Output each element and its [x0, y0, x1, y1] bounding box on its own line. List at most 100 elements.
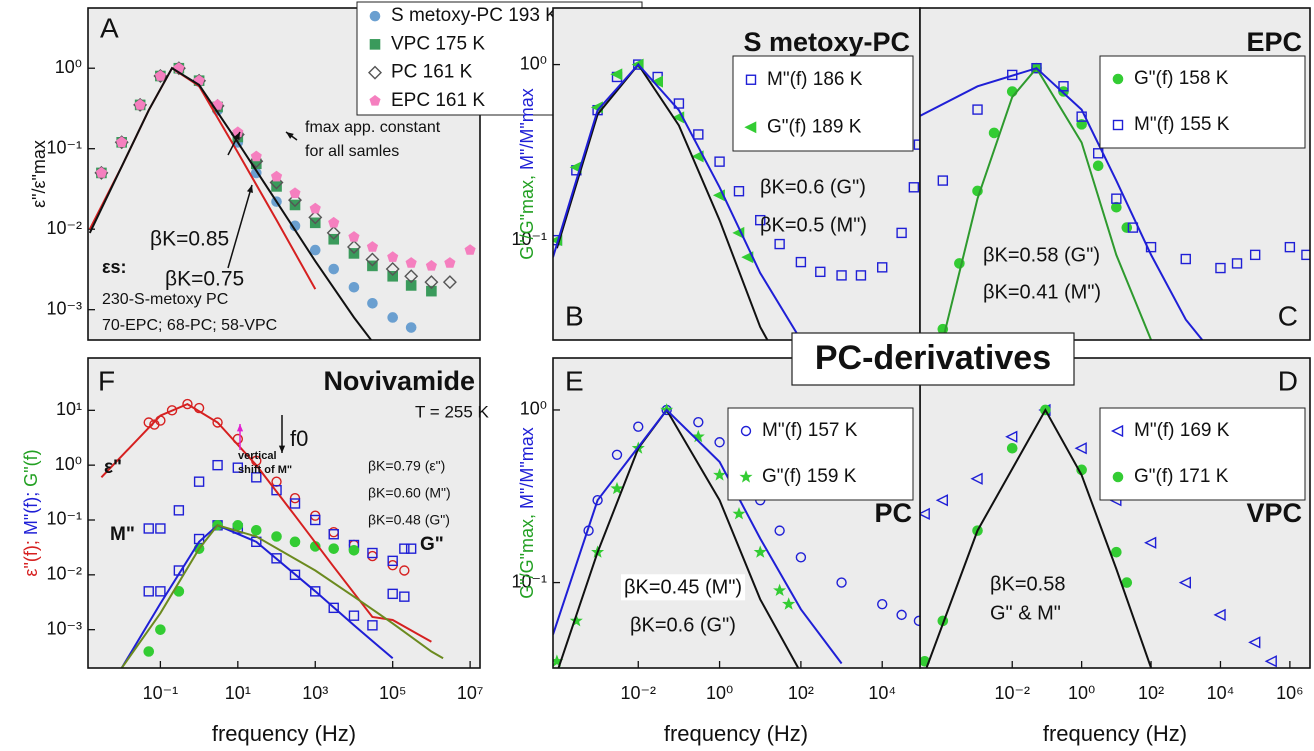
- data-point: [1231, 258, 1243, 269]
- data-point: [143, 646, 155, 657]
- data-point: [774, 525, 785, 536]
- data-point: [405, 322, 417, 333]
- y-axis-label: ε"(f); M"(f); G"(f): [21, 449, 41, 576]
- x-tick-label: 10³: [302, 683, 328, 703]
- fit-line: [88, 66, 373, 340]
- data-point: [937, 175, 949, 186]
- y-axis-label-part: M"(f);: [21, 487, 41, 535]
- panel: 10⁰ 10⁻¹ 10⁻² 10⁻³ S metoxy-PC 193 K VPC 175 …: [29, 1, 643, 341]
- data-point: [271, 553, 282, 564]
- data-point: [289, 492, 301, 504]
- data-point: [367, 298, 378, 309]
- data-point: [733, 186, 745, 197]
- plot-data: [920, 403, 1277, 668]
- y-axis-label-part: ε"(f);: [21, 535, 41, 576]
- data-point: [405, 543, 417, 554]
- y-tick-label: 10⁰: [520, 53, 547, 73]
- data-point: [610, 481, 624, 495]
- annotation: εs:: [102, 257, 127, 277]
- arrow-head: [233, 132, 240, 140]
- data-point: [116, 136, 128, 148]
- data-point: [134, 99, 146, 110]
- data-point: [366, 241, 379, 252]
- data-point: [1178, 576, 1192, 589]
- data-point: [935, 494, 948, 507]
- x-tick-label: 10⁴: [868, 683, 896, 703]
- annotation: ε": [104, 457, 122, 478]
- y-axis-label: G"/G"max, M"/M"max: [517, 427, 537, 599]
- legend-box: [1099, 55, 1306, 149]
- y-axis-label-part: G"/G"max,: [517, 170, 537, 260]
- x-axis-label: frequency (Hz): [212, 721, 356, 746]
- y-axis-label: ε"/ε"max: [29, 140, 49, 208]
- annotation: βK=0.45 (M"): [624, 576, 742, 598]
- plot-data: [553, 58, 920, 340]
- y-tick-label: 10⁻²: [46, 564, 82, 584]
- data-point: [970, 472, 983, 485]
- annotation: shift of M": [238, 464, 292, 476]
- plot-frame: [552, 357, 921, 669]
- data-point: [271, 181, 282, 192]
- plot-frame: [87, 7, 481, 341]
- y-axis-label-part: G"/G"max,: [517, 509, 537, 599]
- fit-line: [553, 63, 802, 340]
- y-tick-label: 10⁻³: [46, 618, 82, 638]
- data-point: [326, 225, 341, 240]
- y-tick-label: 10⁻¹: [511, 229, 547, 249]
- data-point: [693, 129, 704, 140]
- data-point: [270, 170, 283, 182]
- fit-line: [120, 524, 444, 668]
- data-point: [347, 240, 361, 254]
- data-point: [309, 244, 321, 256]
- data-point: [365, 252, 380, 267]
- legend-marker: [1112, 119, 1124, 131]
- x-axis-label: frequency (Hz): [664, 721, 808, 746]
- legend-label: G"(f) 159 K: [762, 466, 857, 487]
- annotation: βK=0.48 (G"): [368, 512, 450, 528]
- data-point: [913, 139, 920, 150]
- data-point: [250, 524, 262, 536]
- data-point: [1284, 241, 1296, 253]
- data-point: [155, 586, 166, 597]
- y-axis-label-part: M"/M"max: [517, 427, 537, 509]
- data-point: [387, 555, 398, 567]
- legend-box: [732, 55, 914, 152]
- annotation: βK=0.6 (G"): [760, 176, 866, 198]
- data-point: [908, 182, 920, 193]
- panel-label: B: [565, 300, 584, 331]
- data-point: [920, 507, 930, 521]
- data-point: [713, 468, 727, 481]
- annotation: vertical: [238, 450, 277, 462]
- x-tick-label: 10⁷: [457, 683, 484, 703]
- data-point: [289, 199, 301, 211]
- data-point: [387, 588, 398, 600]
- data-point: [1005, 430, 1018, 443]
- data-point: [464, 244, 476, 255]
- data-point: [1264, 655, 1277, 668]
- data-point: [95, 167, 108, 178]
- plot-data: [553, 403, 920, 668]
- data-point: [289, 187, 301, 198]
- data-point: [232, 462, 244, 473]
- legend-marker: [1112, 471, 1124, 483]
- annotation: M": [110, 524, 135, 545]
- plot-data: [920, 62, 1310, 340]
- data-point: [328, 602, 339, 614]
- data-point: [426, 285, 437, 297]
- annotation: βK=0.58 (G"): [983, 244, 1100, 266]
- data-point: [988, 127, 1000, 139]
- legend-label: S metoxy-PC 193 K: [391, 5, 558, 26]
- x-tick-label: 10²: [788, 683, 814, 703]
- y-tick-label: 10⁻¹: [46, 509, 82, 529]
- legend-label: M"(f) 155 K: [1134, 114, 1230, 135]
- y-axis-label-part: M"/M"max: [517, 88, 537, 170]
- data-point: [592, 495, 603, 506]
- data-point: [405, 257, 417, 268]
- plot-frame: [919, 7, 1311, 341]
- fit-line: [925, 407, 1153, 668]
- legend-label: G"(f) 171 K: [1134, 466, 1229, 487]
- legend-label: M"(f) 169 K: [1134, 420, 1230, 441]
- legend-marker: [744, 121, 757, 134]
- legend-label: G"(f) 158 K: [1134, 68, 1229, 89]
- arrow-head: [278, 445, 286, 453]
